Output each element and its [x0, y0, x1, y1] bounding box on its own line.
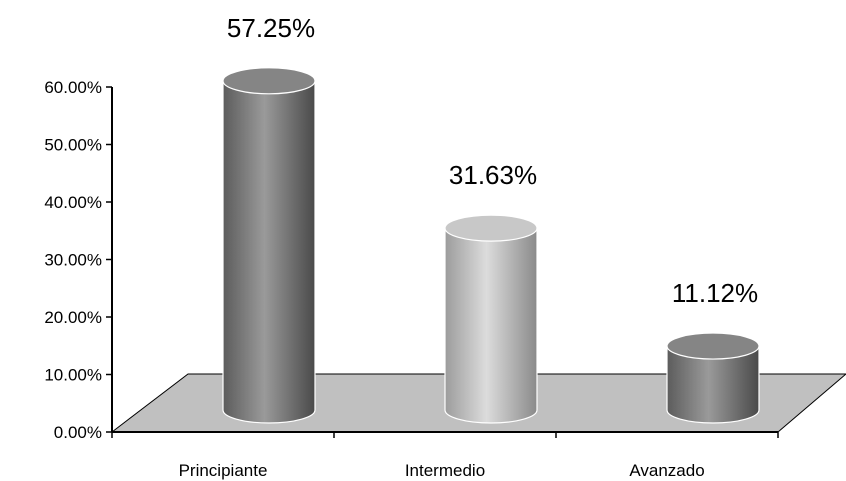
y-tick-label: 30.00% [44, 251, 102, 270]
bar [666, 332, 760, 424]
data-label: 11.12% [672, 278, 758, 308]
y-tick-label: 50.00% [44, 136, 102, 155]
y-tick-label: 60.00% [44, 78, 102, 97]
bar-body [444, 227, 538, 424]
y-tick-label: 10.00% [44, 366, 102, 385]
bar [222, 67, 316, 424]
bar-top [666, 332, 760, 360]
data-label: 57.25% [227, 13, 315, 43]
y-tick-label: 40.00% [44, 193, 102, 212]
category-label: Principiante [179, 461, 268, 480]
data-label: 31.63% [449, 160, 537, 190]
bar [444, 214, 538, 424]
bar-body [666, 345, 760, 424]
bar-top [444, 214, 538, 242]
bar-body [222, 80, 316, 424]
bar-top [222, 67, 316, 95]
category-label: Intermedio [405, 461, 485, 480]
y-tick-label: 20.00% [44, 308, 102, 327]
category-label: Avanzado [629, 461, 704, 480]
y-tick-label: 0.00% [54, 423, 102, 442]
